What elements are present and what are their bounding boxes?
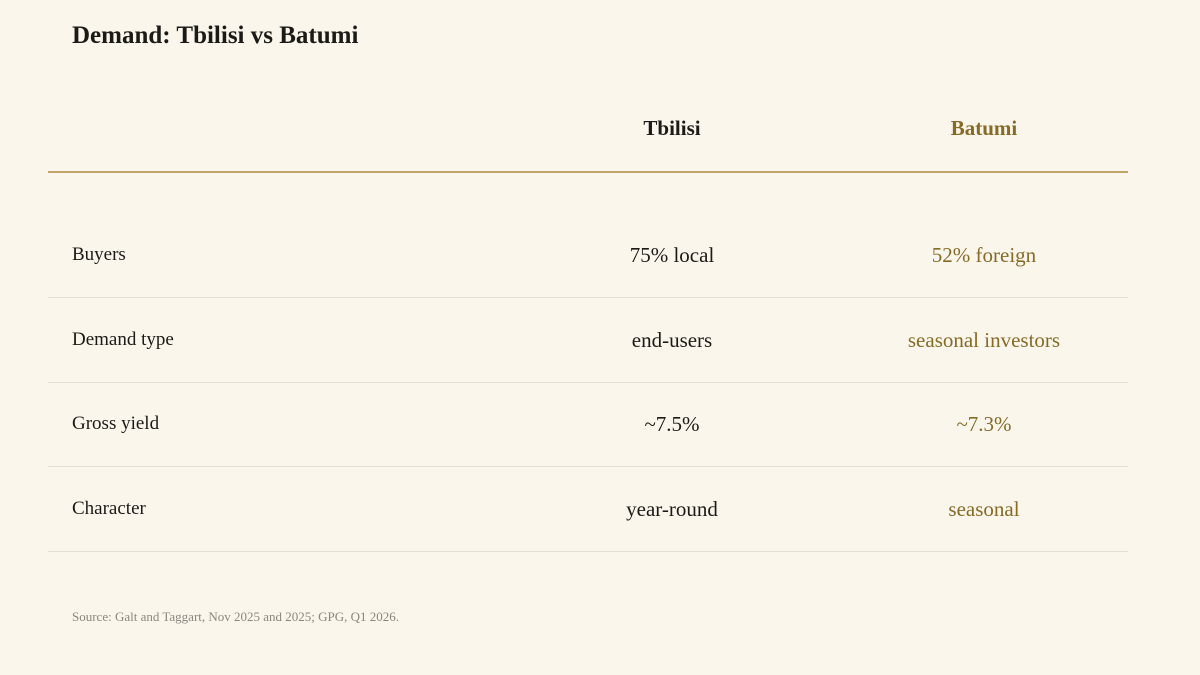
batumi-value: 52% foreign	[931, 243, 1037, 267]
title: Demand: Tbilisi vs Batumi	[72, 22, 359, 49]
column-header: Tbilisi	[643, 116, 701, 140]
batumi-value: seasonal	[948, 496, 1020, 521]
tbilisi-value: year-round	[626, 496, 718, 521]
source-note: Source: Galt and Taggart, Nov 2025 and 2…	[72, 609, 400, 624]
header-rule	[48, 171, 1128, 173]
column-header: Batumi	[950, 116, 1018, 140]
row-label: Buyers	[72, 244, 126, 265]
batumi-value: seasonal investors	[907, 327, 1061, 352]
row-label: Character	[72, 497, 146, 519]
tbilisi-value: 75% local	[629, 243, 715, 267]
table-row: Gross yield ~7.5% ~7.3%	[48, 382, 1128, 467]
table-row: Demand type end-users seasonal investors	[48, 298, 1128, 383]
row-label: Demand type	[72, 328, 174, 350]
tbilisi-value: end-users	[631, 327, 713, 352]
table-row: Buyers 75% local 52% foreign	[48, 213, 1128, 298]
tbilisi-value: ~7.5%	[644, 412, 700, 436]
batumi-value: ~7.3%	[956, 412, 1012, 436]
row-label: Gross yield	[72, 413, 160, 434]
table-row: Character year-round seasonal	[48, 467, 1128, 552]
